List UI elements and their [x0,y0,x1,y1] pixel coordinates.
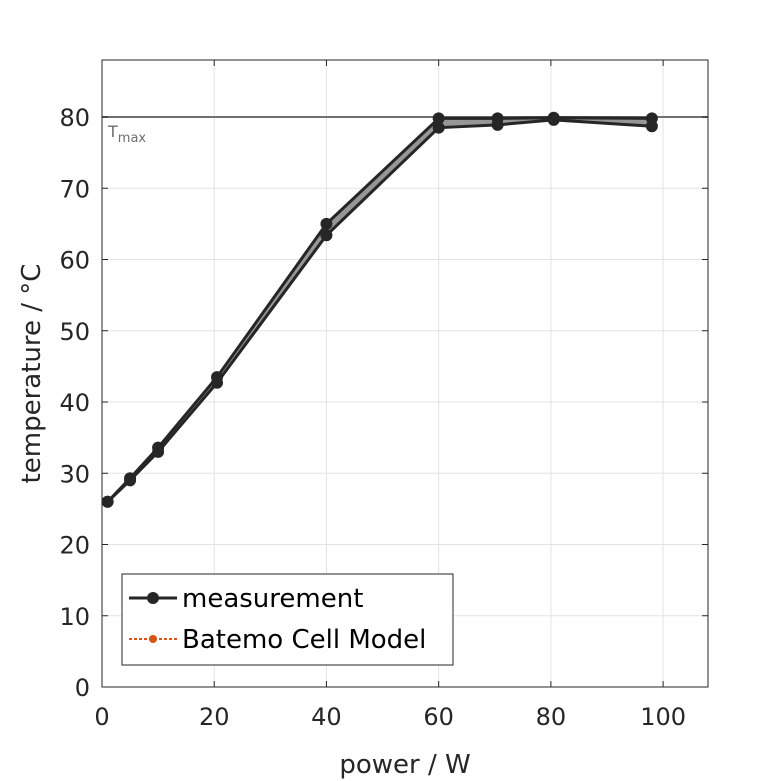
legend-measurement-label: measurement [182,584,363,614]
measurement-point-lower [645,120,658,133]
x-tick-label: 0 [94,703,109,731]
tmax-label-main: T [107,122,118,141]
y-tick-label: 20 [59,532,90,560]
x-tick-label: 60 [423,703,454,731]
measurement-point-lower [152,445,165,458]
legend-measurement-marker [147,592,159,604]
measurement-point-upper [320,217,333,230]
x-tick-label: 100 [640,703,686,731]
x-tick-label: 40 [311,703,342,731]
y-axis-label: temperature / °C [17,264,47,484]
measurement-point-lower [124,474,137,487]
axis-ticks: 0 20 40 60 80 100 0 10 20 30 40 50 60 70 80 [59,60,708,731]
legend-model-marker [149,635,157,643]
x-tick-label: 80 [536,703,567,731]
series [101,111,658,508]
y-tick-label: 50 [59,318,90,346]
y-tick-label: 60 [59,247,90,275]
y-tick-label: 10 [59,603,90,631]
measurement-point-upper [432,112,445,125]
grid [101,60,708,688]
y-tick-label: 0 [75,674,90,702]
legend: measurement Batemo Cell Model [121,573,454,666]
measurement-upper-line [106,116,652,503]
legend-model-label: Batemo Cell Model [182,625,426,655]
measurement-point-lower [211,376,224,389]
measurement-point-lower [432,121,445,134]
measurement-point-lower [320,229,333,242]
plot-frame [101,59,709,688]
y-tick-label: 80 [59,104,90,132]
measurement-point-lower [547,113,560,126]
tmax-label: Tmax [107,122,146,146]
y-tick-label: 40 [59,389,90,417]
y-tick-label: 30 [59,460,90,488]
measurement-point-lower [491,118,504,131]
x-axis-label: power / W [339,750,470,780]
x-tick-label: 20 [199,703,230,731]
measurement-point-lower [101,495,114,508]
legend-box [121,573,454,666]
tmax-label-sub: max [118,131,147,146]
y-tick-label: 70 [59,175,90,203]
